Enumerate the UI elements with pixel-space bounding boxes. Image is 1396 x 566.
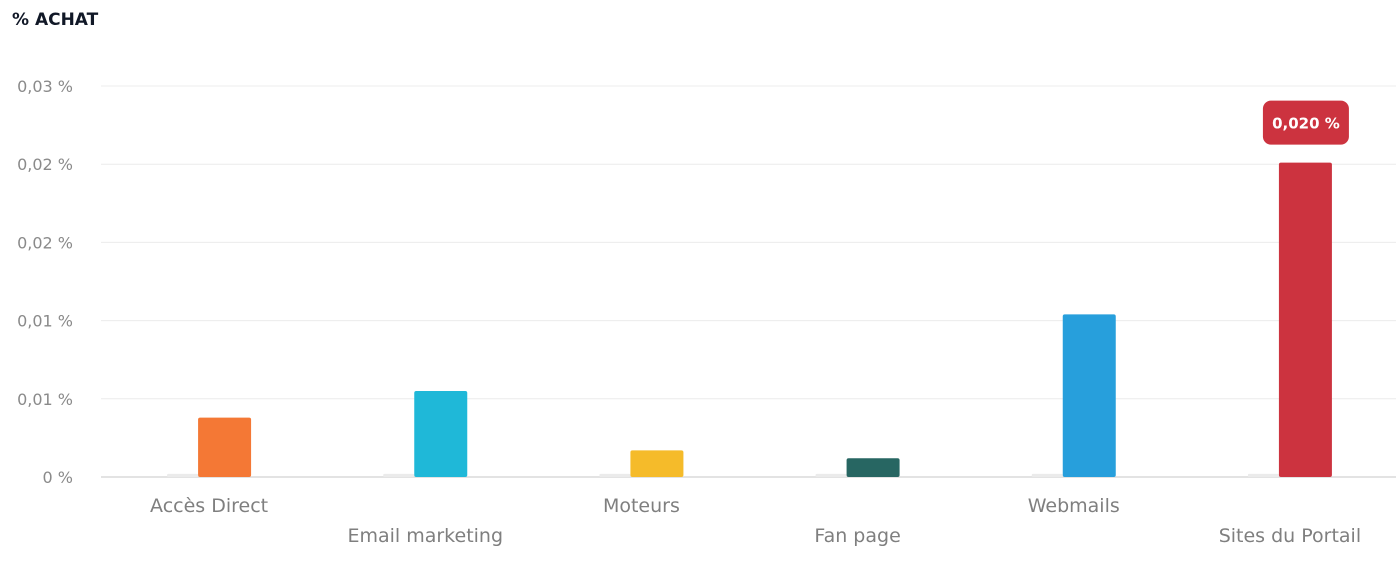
x-tick-label: Accès Direct [150, 495, 268, 517]
bar-baseline-series [1031, 473, 1063, 477]
x-tick-label: Sites du Portail [1219, 525, 1361, 547]
x-tick-label: Email marketing [347, 525, 503, 547]
y-tick-label: 0,01 % [17, 312, 73, 331]
chart-title: % ACHAT [12, 10, 99, 30]
bar-moteurs [630, 450, 684, 477]
y-tick-label: 0,02 % [17, 155, 73, 174]
y-tick-label: 0,01 % [17, 390, 73, 409]
x-tick-label: Fan page [814, 525, 900, 547]
data-label-badge [1262, 100, 1349, 145]
y-tick-label: 0,03 % [17, 77, 73, 96]
x-tick-label: Webmails [1028, 495, 1120, 517]
bar-baseline-series [167, 473, 199, 477]
x-tick-label: Moteurs [603, 495, 680, 517]
y-tick-label: 0 % [43, 468, 73, 487]
bar-baseline-series [1247, 473, 1279, 477]
data-label: 0,020 % [1272, 115, 1340, 133]
bar-baseline-series [383, 473, 415, 477]
bar-fan-page [846, 458, 900, 477]
y-tick-label: 0,02 % [17, 233, 73, 252]
bar-accès-direct [198, 417, 252, 477]
bar-webmails [1062, 314, 1116, 477]
bar-baseline-series [815, 473, 847, 477]
bar-sites-du-portail [1278, 162, 1332, 478]
bar-email-marketing [414, 390, 468, 477]
bar-baseline-series [599, 473, 631, 477]
